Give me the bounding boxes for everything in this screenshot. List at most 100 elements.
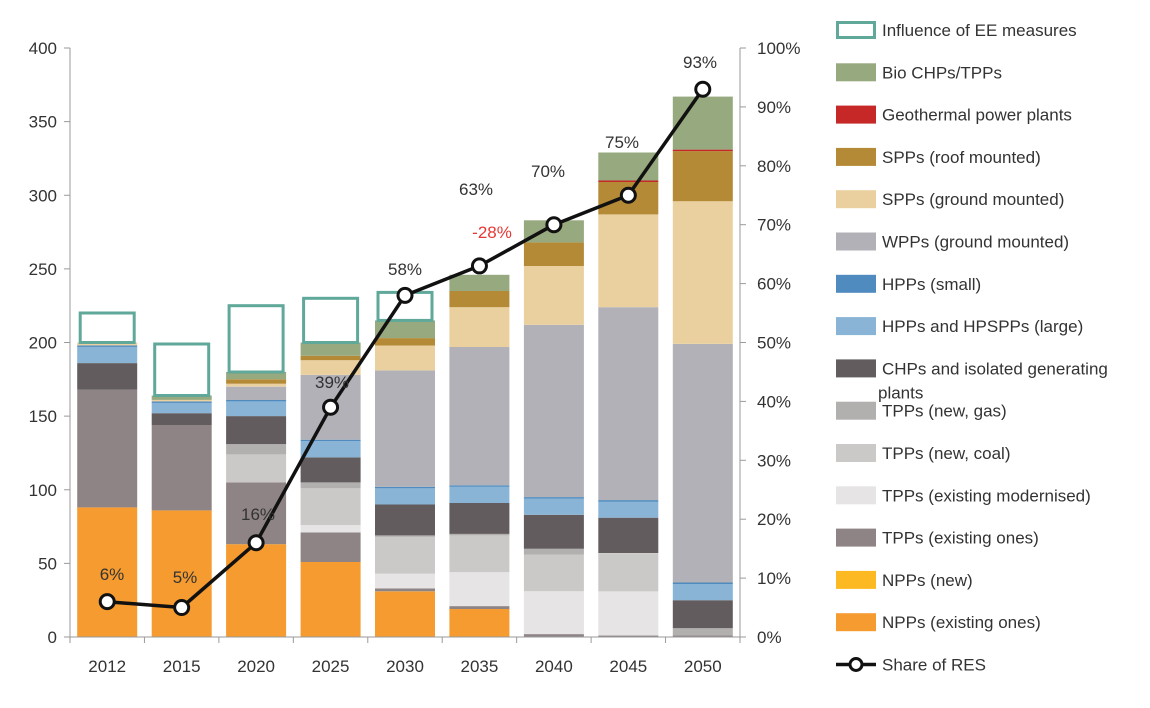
- legend-swatch-14: [836, 613, 876, 632]
- legend-swatch-12: [836, 528, 876, 547]
- bar-segment-2035-s8: [449, 485, 510, 487]
- legend-swatch-2: [836, 105, 876, 124]
- res-share-point-2040: [545, 216, 563, 234]
- res-share-point-2015: [173, 599, 191, 617]
- bar-segment-2020-s7: [226, 401, 287, 417]
- y-tick-label: 0: [48, 628, 57, 647]
- res-share-point-2012: [98, 593, 116, 611]
- bar-segment-2015-s13: [151, 395, 212, 400]
- legend-label-9: TPPs (new, gas): [882, 402, 1007, 421]
- bar-segment-2035-s7: [449, 486, 510, 503]
- bar-segment-2025-s8: [300, 439, 361, 442]
- legend-swatch-1: [836, 63, 876, 82]
- y2-tick-label: 80%: [757, 157, 791, 176]
- legend-label-3: SPPs (roof mounted): [882, 148, 1041, 167]
- bar-segment-2050-s10: [672, 201, 733, 344]
- legend-swatch-11: [836, 486, 876, 505]
- bar-segment-2012-s8: [77, 345, 138, 347]
- res-share-label-2045: 75%: [605, 133, 639, 152]
- ee-measure-boxes: [78, 290, 434, 397]
- y2-tick-label: 70%: [757, 216, 791, 235]
- bar-segment-2035-s10: [449, 307, 510, 347]
- bar-segment-2035-s11: [449, 291, 510, 308]
- x-tick-label-2020: 2020: [237, 657, 275, 676]
- bar-segment-2040-s5: [523, 548, 584, 555]
- res-share-label-2030: 58%: [388, 260, 422, 279]
- stacked-bars: [77, 96, 733, 637]
- bar-segment-2025-s10: [300, 360, 361, 375]
- x-tick-label-2012: 2012: [88, 657, 126, 676]
- bar-segment-2035-s13: [449, 274, 510, 291]
- bar-segment-2045-s7: [598, 501, 659, 518]
- bar-segment-2050-s7: [672, 584, 733, 601]
- legend-label-0: Influence of EE measures: [882, 21, 1077, 40]
- bar-segment-2050-s11: [672, 151, 733, 202]
- res-share-point-2030: [396, 286, 414, 304]
- y2-tick-label: 50%: [757, 334, 791, 353]
- x-tick-label-2025: 2025: [312, 657, 350, 676]
- legend-swatch-8: [836, 359, 876, 378]
- x-tick-label-2015: 2015: [163, 657, 201, 676]
- y-tick-label: 400: [29, 39, 57, 58]
- bar-segment-2020-s2: [226, 482, 287, 545]
- legend-label-14: NPPs (existing ones): [882, 613, 1041, 632]
- legend-swatch-6: [836, 274, 876, 293]
- bar-segment-2050-s2: [672, 635, 733, 637]
- bar-segment-2040-s9: [523, 324, 584, 498]
- legend-label-10: TPPs (new, coal): [882, 444, 1011, 463]
- bar-segment-2025-s11: [300, 355, 361, 361]
- res-share-point-2050: [694, 80, 712, 98]
- y2-tick-label: 10%: [757, 569, 791, 588]
- bar-segment-2050-s8: [672, 582, 733, 584]
- x-tick-label-2035: 2035: [461, 657, 499, 676]
- y-tick-label: 150: [29, 407, 57, 426]
- legend-swatch-10: [836, 444, 876, 462]
- bar-segment-2015-s10: [151, 399, 212, 402]
- res-share-label-2012: 6%: [100, 565, 125, 584]
- bar-segment-2050-s13: [672, 96, 733, 150]
- res-share-point-2035: [470, 257, 488, 275]
- bar-segment-2045-s2: [598, 635, 659, 637]
- legend-label-11: TPPs (existing modernised): [882, 486, 1091, 505]
- bar-segment-2040-s10: [523, 265, 584, 325]
- y-tick-label: 300: [29, 186, 57, 205]
- bar-segment-2035-s9: [449, 346, 510, 486]
- bar-segment-2025-s7: [300, 441, 361, 458]
- bar-segment-2045-s4: [598, 553, 659, 592]
- legend-swatch-marker: [848, 657, 864, 672]
- ee-measure-box-2025: [302, 296, 360, 344]
- bar-segment-2030-s11: [375, 338, 435, 346]
- legend-swatch-3: [836, 147, 876, 166]
- ee-measure-box-2012: [78, 311, 136, 344]
- bar-segment-2050-s9: [672, 344, 733, 583]
- bar-segment-2020-s11: [226, 379, 287, 384]
- bar-segment-2045-s8: [598, 500, 659, 502]
- bar-segment-2035-s4: [449, 535, 510, 573]
- bar-segment-2030-s9: [375, 370, 435, 487]
- y-tick-label: 200: [29, 334, 57, 353]
- bar-segment-2035-s6: [449, 503, 510, 534]
- bar-segment-2050-s12: [672, 149, 733, 152]
- res-share-point-2020: [247, 534, 265, 552]
- bar-segment-2050-s6: [672, 600, 733, 629]
- legend-swatch-4: [836, 190, 876, 209]
- bar-segment-2020-s6: [226, 416, 287, 445]
- bar-segment-2030-s0: [375, 591, 435, 637]
- bar-segment-2040-s4: [523, 554, 584, 592]
- bar-segment-2020-s9: [226, 386, 287, 400]
- legend-label-8: CHPs and isolated generating: [882, 359, 1108, 378]
- res-share-label-2025: 39%: [315, 373, 349, 392]
- bar-segment-2025-s0: [300, 561, 361, 637]
- bar-segment-2015-s8: [151, 401, 212, 403]
- x-tick-label-2040: 2040: [535, 657, 573, 676]
- bar-segment-2030-s13: [375, 320, 435, 339]
- bar-segment-2045-s9: [598, 307, 659, 501]
- bar-segment-2030-s2: [375, 588, 435, 592]
- legend-swatch-7: [836, 317, 876, 336]
- x-tick-label-2050: 2050: [684, 657, 722, 676]
- bar-segment-2012-s2: [77, 389, 138, 508]
- bar-segment-2020-s13: [226, 371, 287, 380]
- bar-segment-2020-s4: [226, 454, 287, 483]
- legend-label-15: Share of RES: [882, 656, 986, 675]
- legend-swatch-5: [836, 232, 876, 251]
